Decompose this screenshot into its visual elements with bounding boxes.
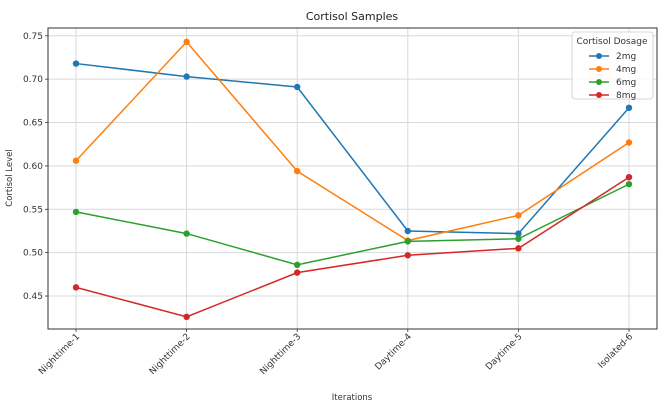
series-lines <box>72 38 633 321</box>
series-line <box>75 176 630 318</box>
data-point <box>625 180 633 188</box>
data-point <box>72 60 80 67</box>
x-axis-ticks: Nighttime-1 Nighttime-2 Nighttime-3 Daytime… <box>37 329 635 377</box>
legend-marker <box>596 66 602 72</box>
legend-marker <box>596 79 602 85</box>
chart-title: Cortisol Samples <box>306 10 399 23</box>
legend-label: 6mg <box>616 78 636 88</box>
x-tick-label: Nighttime-3 <box>258 332 303 377</box>
data-point <box>294 167 301 175</box>
series-2mg <box>72 60 633 237</box>
data-point <box>183 230 190 237</box>
y-tick-label: 0.50 <box>23 249 43 259</box>
series-line <box>75 183 630 266</box>
data-point <box>183 313 190 321</box>
series-line <box>75 40 630 242</box>
y-tick-label: 0.75 <box>23 32 43 42</box>
x-axis-label: Iterations <box>332 393 373 403</box>
legend-marker <box>596 92 602 98</box>
y-tick-label: 0.70 <box>23 75 43 85</box>
series-line <box>75 62 630 235</box>
legend-marker <box>596 53 602 59</box>
data-point <box>404 238 411 245</box>
y-tick-label: 0.60 <box>23 162 43 172</box>
x-tick-label: Daytime-4 <box>374 332 415 373</box>
legend-label: 4mg <box>616 65 636 75</box>
data-point <box>625 104 633 112</box>
legend-label: 2mg <box>616 52 636 62</box>
y-tick-label: 0.55 <box>23 205 43 215</box>
x-tick-label: Isolated-6 <box>596 332 635 371</box>
data-point <box>625 139 633 146</box>
data-point <box>72 208 80 216</box>
data-point <box>183 38 190 46</box>
data-point <box>625 173 633 181</box>
data-point <box>294 83 301 91</box>
x-tick-label: Nighttime-2 <box>148 332 193 377</box>
data-point <box>294 269 301 276</box>
data-point <box>515 212 522 219</box>
legend: Cortisol Dosage 2mg 4mg 6mg 8mg <box>571 31 654 101</box>
data-point <box>72 157 80 164</box>
y-tick-label: 0.65 <box>23 119 43 129</box>
y-tick-label: 0.45 <box>23 292 43 302</box>
data-point <box>404 227 411 235</box>
legend-label: 8mg <box>616 91 636 101</box>
data-point <box>515 230 522 237</box>
grid <box>48 28 657 329</box>
data-point <box>72 284 80 291</box>
data-point <box>515 235 522 242</box>
x-tick-label: Daytime-5 <box>484 332 524 372</box>
data-point <box>515 245 522 252</box>
y-axis-ticks: 0.45 0.50 0.55 0.60 0.65 0.70 0.75 <box>23 32 48 302</box>
series-8mg <box>72 173 633 321</box>
data-point <box>294 261 301 269</box>
x-tick-label: Nighttime-1 <box>37 332 82 377</box>
plot-frame <box>47 27 658 330</box>
legend-title: Cortisol Dosage <box>577 37 648 47</box>
series-4mg <box>72 38 633 244</box>
series-6mg <box>72 180 633 269</box>
y-axis-label: Cortisol Level <box>5 149 15 206</box>
data-point <box>404 252 411 259</box>
data-point <box>183 73 190 80</box>
